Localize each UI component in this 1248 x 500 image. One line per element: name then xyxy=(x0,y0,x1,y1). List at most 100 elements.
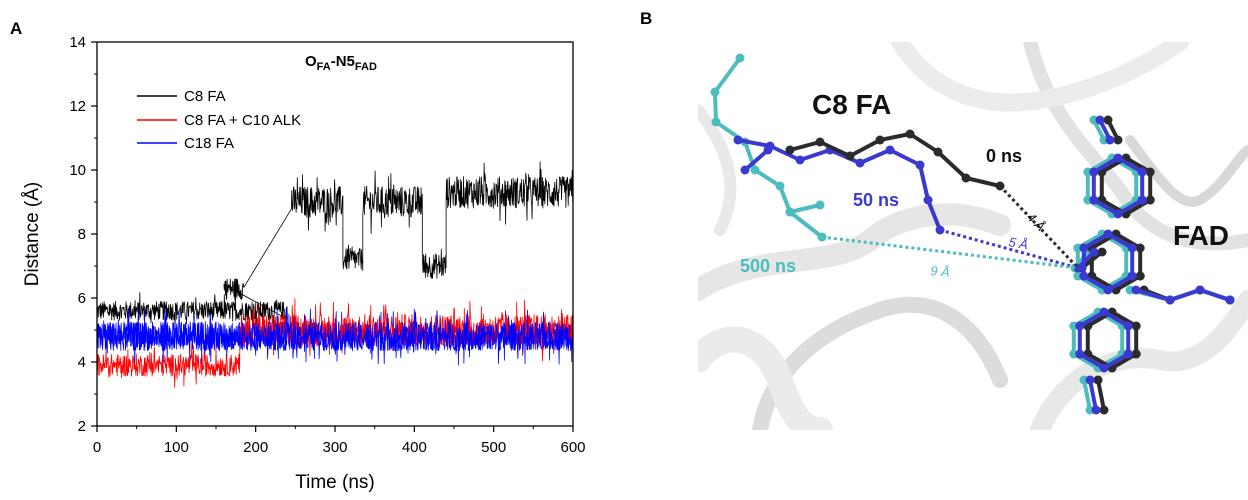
fad-black-bottom-bonds xyxy=(1096,379,1106,411)
chain-500ns-branch-atom xyxy=(785,207,795,217)
y-tick-label: 8 xyxy=(78,226,86,243)
y-tick-label: 4 xyxy=(78,354,86,371)
fad-blue-ring3-atom xyxy=(1075,321,1085,331)
fad-blue-ring2-atom xyxy=(1103,285,1113,295)
fad-blue-bottom-bonds xyxy=(1088,379,1098,411)
fad-black-top-atom xyxy=(1103,115,1113,125)
chain-500ns-atom xyxy=(750,165,760,175)
x-axis: 0 100 200 300 400 500 600 xyxy=(93,426,586,456)
x-tick-label: 600 xyxy=(560,439,585,456)
fad-blue-ring3-atom xyxy=(1075,349,1085,359)
fad-black-top-atom xyxy=(1113,135,1123,145)
fad-black-ring2-atom xyxy=(1135,243,1145,253)
y-tick-label: 14 xyxy=(69,34,86,51)
fad-blue-ring1-atom xyxy=(1113,209,1123,219)
fad-blue-ring3-atom xyxy=(1123,349,1133,359)
label-50ns: 50 ns xyxy=(853,190,899,210)
label-c8fa: C8 FA xyxy=(812,89,891,120)
chain-50ns-atom xyxy=(923,195,933,205)
fad-blue-top-atom xyxy=(1105,135,1115,145)
fad-blue-n5-atom xyxy=(1089,247,1099,257)
distance-chart: 0 100 200 300 400 500 600 2 4 6 8 10 12 14 Time (ns)… xyxy=(22,34,586,493)
chain-500ns-atom xyxy=(775,181,785,191)
panel-a-letter: A xyxy=(10,19,22,38)
chain-500ns-atom xyxy=(710,87,720,97)
fad-blue-tail-bonds xyxy=(1135,288,1231,302)
chain-500ns-branch-atom xyxy=(815,200,825,210)
chain-500ns-atom xyxy=(711,117,721,127)
chart-title: OFA-N5FAD xyxy=(305,53,377,73)
fad-blue-tail-atom xyxy=(1131,285,1141,295)
chain-0ns-atom xyxy=(845,151,855,161)
series-line-2-b xyxy=(96,307,574,366)
chain-50ns-atom xyxy=(915,160,925,170)
fad-black-n5-atom xyxy=(1097,247,1107,257)
fad-blue-bottom-atom xyxy=(1091,405,1101,415)
fad-blue-top xyxy=(1095,115,1115,145)
fad-blue-ring2-atom xyxy=(1127,271,1137,281)
chain-50ns-atom xyxy=(795,155,805,165)
fad-blue-ring1-atom xyxy=(1137,195,1147,205)
fad-teal-bottom-bonds xyxy=(1082,379,1092,411)
legend: C8 FA C8 FA + C10 ALK C18 FA xyxy=(137,88,301,152)
fad-blue-bottom-atom xyxy=(1085,375,1095,385)
distance-line-500ns xyxy=(821,235,1079,270)
fad-blue-ring1 xyxy=(1089,153,1147,219)
fad-black-ring1-atom xyxy=(1145,167,1155,177)
chain-50ns-tail-bonds xyxy=(743,148,770,172)
chain-50ns-atom xyxy=(733,135,743,145)
label-500ns: 500 ns xyxy=(740,256,796,276)
x-tick-label: 400 xyxy=(402,439,427,456)
chain-0ns-bonds xyxy=(789,132,1001,188)
fad-blue-ring3-atom xyxy=(1099,307,1109,317)
fad-blue-ring1-atom xyxy=(1113,153,1123,163)
fad-blue-tail-atom xyxy=(1195,285,1205,295)
chain-50ns-tail-atom xyxy=(740,165,750,175)
fad-black-ring3-atom xyxy=(1131,321,1141,331)
label-0ns: 0 ns xyxy=(986,146,1022,166)
panel-b-letter: B xyxy=(640,9,652,28)
fad-blue-ring3-atom xyxy=(1123,321,1133,331)
fad-black-ring1-atom xyxy=(1145,195,1155,205)
legend-label-c18fa: C18 FA xyxy=(184,135,234,152)
fad-blue-ring2-atom xyxy=(1127,243,1137,253)
series-line-0 xyxy=(96,161,574,330)
y-tick-label: 2 xyxy=(78,418,86,435)
chain-0ns-atom xyxy=(815,137,825,147)
chain-50ns-atom xyxy=(885,145,895,155)
chain-50ns-tail xyxy=(740,145,773,175)
y-axis-title: Distance (Å) xyxy=(22,182,43,287)
x-tick-label: 500 xyxy=(481,439,506,456)
y-tick-label: 12 xyxy=(69,98,86,115)
series-layer xyxy=(96,161,574,388)
y-tick-label: 6 xyxy=(78,290,86,307)
distance-line-0ns xyxy=(998,184,1080,270)
chain-50ns-tail-atom xyxy=(763,145,773,155)
distance-label-5: 5 Å xyxy=(1007,234,1029,252)
fad-black-ring2-atom xyxy=(1135,271,1145,281)
fad-blue-ring3 xyxy=(1075,307,1133,373)
x-tick-label: 300 xyxy=(322,439,347,456)
x-tick-label: 200 xyxy=(243,439,268,456)
legend-label-c8fa: C8 FA xyxy=(184,88,226,105)
chain-50ns-atom xyxy=(855,158,865,168)
plot-frame xyxy=(96,41,574,427)
chain-0ns-atom xyxy=(933,147,943,157)
label-fad: FAD xyxy=(1173,220,1229,251)
fad-blue-top-atom xyxy=(1095,115,1105,125)
fad-black-bottom xyxy=(1093,375,1109,415)
chain-0ns-atom xyxy=(905,129,915,139)
fad-black-bottom-atom xyxy=(1099,405,1109,415)
fad-blue-ring1-atom xyxy=(1089,167,1099,177)
distance-label-9: 9 Å xyxy=(930,263,951,280)
y-tick-label: 10 xyxy=(69,162,86,179)
chain-500ns-bonds xyxy=(713,56,824,239)
chain-0ns-atom xyxy=(961,173,971,183)
fad-blue-ring2-atom xyxy=(1079,243,1089,253)
fad-black-top xyxy=(1103,115,1123,145)
fad-blue-tail xyxy=(1131,285,1235,305)
fad-blue-tail-atom xyxy=(1165,295,1175,305)
chain-500ns-atom xyxy=(735,53,745,63)
legend-label-c8fa-c10alk: C8 FA + C10 ALK xyxy=(184,112,301,129)
